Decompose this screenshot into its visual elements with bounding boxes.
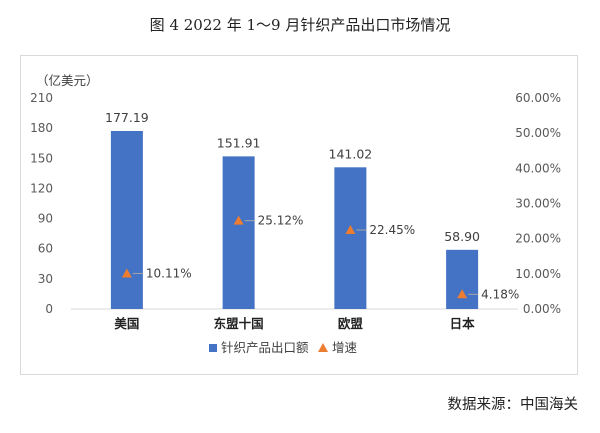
bar: [446, 249, 479, 309]
y-axis-tick-label: 90: [38, 212, 53, 226]
y2-axis-tick-label: 40.00%: [515, 161, 561, 175]
legend-bar-swatch: [209, 344, 217, 352]
x-axis-tick-label: 日本: [450, 316, 476, 331]
bar: [222, 156, 255, 309]
legend-marker-swatch: [318, 343, 328, 352]
y-axis-tick-label: 180: [30, 121, 53, 135]
x-axis-tick-label: 欧盟: [338, 316, 364, 331]
data-source: 数据来源：中国海关: [447, 397, 579, 413]
y-axis-tick-label: 0: [45, 302, 53, 316]
x-axis-tick-label: 东盟十国: [214, 316, 264, 331]
growth-marker: [457, 289, 468, 299]
y2-axis-tick-label: 0.00%: [523, 302, 561, 316]
bar-value-label: 58.90: [444, 229, 480, 244]
growth-value-label: 4.18%: [481, 287, 519, 301]
y-axis-unit-label: （亿美元）: [36, 73, 99, 88]
y-axis-tick-label: 150: [30, 151, 53, 165]
chart-area: （亿美元） 0 30 60 90 120 150 180 210 0.00% 10.00% 20.00…: [30, 73, 561, 355]
growth-value-label: 25.12%: [258, 214, 304, 228]
bar-value-label: 141.02: [329, 146, 373, 161]
y2-axis-tick-label: 30.00%: [515, 197, 561, 211]
y-axis-tick-label: 30: [38, 272, 53, 286]
bar: [110, 130, 143, 309]
legend-bar-label: 针织产品出口额: [221, 340, 309, 355]
y-axis-tick-label: 210: [30, 91, 53, 105]
bar-value-label: 177.19: [105, 110, 149, 125]
y2-axis-tick-label: 60.00%: [515, 91, 561, 105]
y2-axis-tick-label: 50.00%: [515, 126, 561, 140]
growth-value-label: 22.45%: [369, 223, 415, 237]
bar: [334, 167, 367, 309]
y-axis-tick-label: 120: [30, 181, 53, 195]
legend-marker-label: 增速: [332, 340, 358, 355]
growth-value-label: 10.11%: [146, 266, 192, 280]
growth-marker: [121, 268, 132, 278]
chart-title: 图 4 2022 年 1～9 月针织产品出口市场情况: [149, 16, 451, 34]
growth-marker: [345, 225, 356, 235]
chart-frame: （亿美元） 0 30 60 90 120 150 180 210 0.00% 10.00% 20.00…: [20, 55, 578, 375]
y-axis-tick-label: 60: [38, 242, 53, 256]
y2-axis-tick-label: 20.00%: [515, 232, 561, 246]
y2-axis-tick-label: 10.00%: [515, 267, 561, 281]
bar-value-label: 151.91: [217, 135, 261, 150]
growth-marker: [233, 215, 244, 225]
x-axis-tick-label: 美国: [114, 316, 139, 331]
